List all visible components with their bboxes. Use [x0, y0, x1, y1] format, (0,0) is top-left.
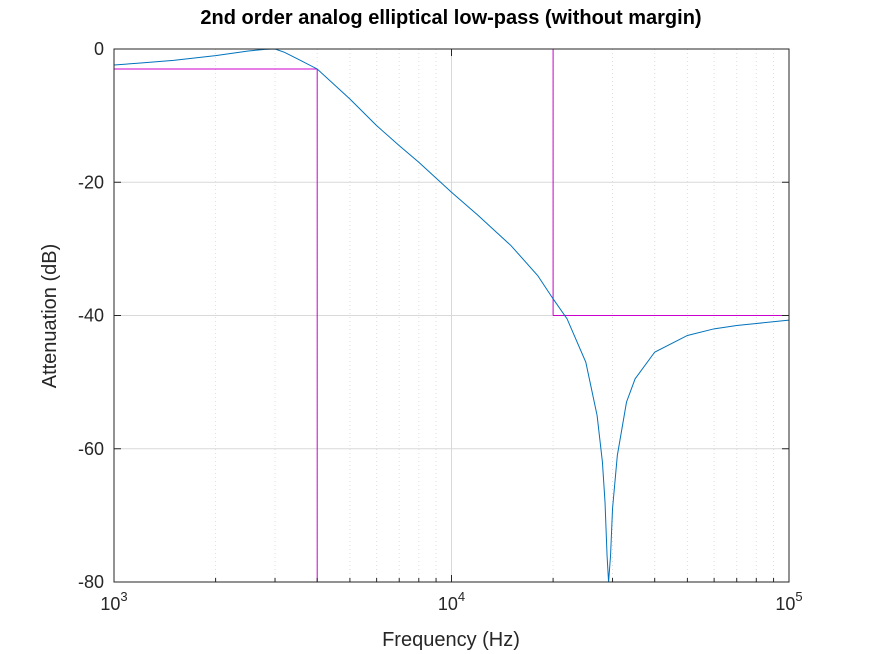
x-tick-label: 104: [438, 589, 465, 614]
y-axis-label: Attenuation (dB): [39, 244, 61, 389]
y-tick-label: -60: [78, 439, 104, 459]
x-tick-base: 10: [100, 594, 120, 614]
y-tick-label: -80: [78, 572, 104, 592]
y-tick-label: 0: [94, 39, 104, 59]
x-tick-base: 10: [438, 594, 458, 614]
x-tick-exponent: 3: [120, 589, 127, 604]
chart-title: 2nd order analog elliptical low-pass (wi…: [200, 7, 701, 29]
x-axis-label: Frequency (Hz): [382, 629, 520, 651]
x-tick-base: 10: [775, 594, 795, 614]
x-tick-label: 103: [100, 589, 127, 614]
x-tick-exponent: 5: [795, 589, 802, 604]
x-tick-label: 105: [775, 589, 802, 614]
x-tick-exponent: 4: [458, 589, 465, 604]
y-tick-label: -20: [78, 172, 104, 192]
y-tick-label: -40: [78, 306, 104, 326]
